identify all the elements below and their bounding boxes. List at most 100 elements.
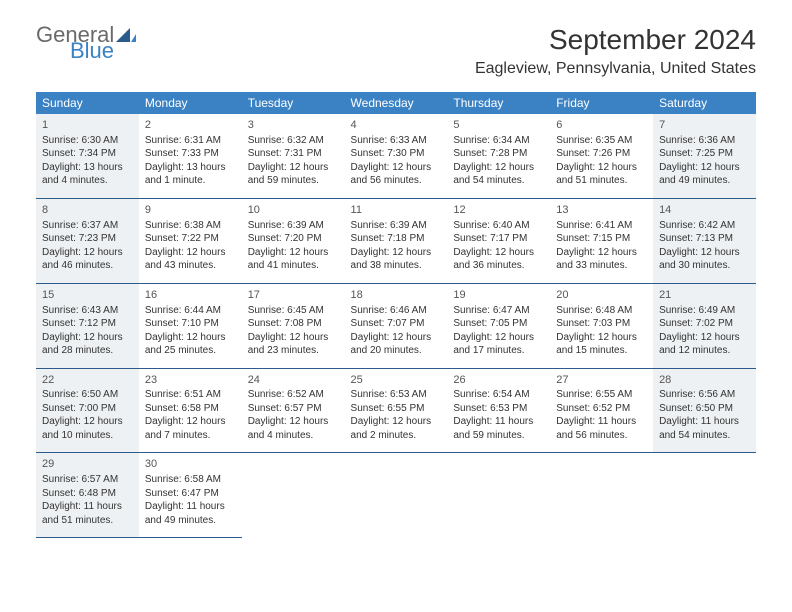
daylight-text: and 12 minutes.: [659, 344, 750, 358]
day-number: 8: [42, 203, 133, 218]
daylight-text: and 4 minutes.: [248, 429, 339, 443]
sunset-text: Sunset: 7:28 PM: [453, 147, 544, 161]
day-number: 24: [248, 373, 339, 388]
sunset-text: Sunset: 7:00 PM: [42, 402, 133, 416]
day-cell: 16Sunrise: 6:44 AMSunset: 7:10 PMDayligh…: [139, 283, 242, 368]
sunrise-text: Sunrise: 6:46 AM: [351, 304, 442, 318]
daylight-text: Daylight: 13 hours: [42, 161, 133, 175]
day-number: 29: [42, 457, 133, 472]
daylight-text: and 54 minutes.: [453, 174, 544, 188]
sunset-text: Sunset: 6:47 PM: [145, 487, 236, 501]
daylight-text: Daylight: 12 hours: [248, 331, 339, 345]
sunset-text: Sunset: 7:08 PM: [248, 317, 339, 331]
sunrise-text: Sunrise: 6:39 AM: [248, 219, 339, 233]
sunset-text: Sunset: 6:55 PM: [351, 402, 442, 416]
daylight-text: Daylight: 11 hours: [145, 500, 236, 514]
day-number: 4: [351, 118, 442, 133]
daylight-text: and 2 minutes.: [351, 429, 442, 443]
sunrise-text: Sunrise: 6:55 AM: [556, 388, 647, 402]
sunset-text: Sunset: 7:23 PM: [42, 232, 133, 246]
sunrise-text: Sunrise: 6:33 AM: [351, 134, 442, 148]
day-cell: 19Sunrise: 6:47 AMSunset: 7:05 PMDayligh…: [447, 283, 550, 368]
title-block: September 2024 Eagleview, Pennsylvania, …: [475, 24, 756, 78]
week-row: 1Sunrise: 6:30 AMSunset: 7:34 PMDaylight…: [36, 114, 756, 198]
daylight-text: and 51 minutes.: [556, 174, 647, 188]
daylight-text: and 49 minutes.: [659, 174, 750, 188]
week-row: 29Sunrise: 6:57 AMSunset: 6:48 PMDayligh…: [36, 453, 756, 538]
sunset-text: Sunset: 7:31 PM: [248, 147, 339, 161]
sunset-text: Sunset: 7:05 PM: [453, 317, 544, 331]
day-number: 20: [556, 288, 647, 303]
sunset-text: Sunset: 7:10 PM: [145, 317, 236, 331]
daylight-text: and 20 minutes.: [351, 344, 442, 358]
day-cell: 18Sunrise: 6:46 AMSunset: 7:07 PMDayligh…: [345, 283, 448, 368]
daylight-text: Daylight: 13 hours: [145, 161, 236, 175]
sunrise-text: Sunrise: 6:56 AM: [659, 388, 750, 402]
daylight-text: and 10 minutes.: [42, 429, 133, 443]
sunrise-text: Sunrise: 6:45 AM: [248, 304, 339, 318]
day-cell: 30Sunrise: 6:58 AMSunset: 6:47 PMDayligh…: [139, 453, 242, 538]
day-number: 3: [248, 118, 339, 133]
daylight-text: and 38 minutes.: [351, 259, 442, 273]
week-row: 8Sunrise: 6:37 AMSunset: 7:23 PM Daylight…: [36, 198, 756, 283]
day-number: 15: [42, 288, 133, 303]
daylight-text: Daylight: 12 hours: [42, 331, 133, 345]
month-title: September 2024: [475, 24, 756, 56]
day-number: 7: [659, 118, 750, 133]
sunrise-text: Sunrise: 6:32 AM: [248, 134, 339, 148]
daylight-text: Daylight: 12 hours: [659, 331, 750, 345]
sunrise-text: Sunrise: 6:57 AM: [42, 473, 133, 487]
weekday-header: Thursday: [447, 92, 550, 114]
daylight-text: and 54 minutes.: [659, 429, 750, 443]
day-cell: 22Sunrise: 6:50 AMSunset: 7:00 PMDayligh…: [36, 368, 139, 453]
sunset-text: Sunset: 7:17 PM: [453, 232, 544, 246]
weekday-header: Monday: [139, 92, 242, 114]
sunset-text: Sunset: 7:25 PM: [659, 147, 750, 161]
daylight-text: Daylight: 12 hours: [351, 331, 442, 345]
week-row: 22Sunrise: 6:50 AMSunset: 7:00 PMDayligh…: [36, 368, 756, 453]
day-number: 1: [42, 118, 133, 133]
sunrise-text: Sunrise: 6:37 AM: [42, 219, 133, 233]
day-cell: 12Sunrise: 6:40 AMSunset: 7:17 PMDayligh…: [447, 198, 550, 283]
daylight-text: Daylight: 11 hours: [453, 415, 544, 429]
day-cell: 24Sunrise: 6:52 AMSunset: 6:57 PMDayligh…: [242, 368, 345, 453]
daylight-text: Daylight: 12 hours: [453, 161, 544, 175]
weekday-header: Friday: [550, 92, 653, 114]
weekday-header: Wednesday: [345, 92, 448, 114]
daylight-text: and 46 minutes.: [42, 259, 133, 273]
day-cell: 3Sunrise: 6:32 AMSunset: 7:31 PMDaylight…: [242, 114, 345, 198]
daylight-text: Daylight: 12 hours: [556, 246, 647, 260]
sunrise-text: Sunrise: 6:51 AM: [145, 388, 236, 402]
location-text: Eagleview, Pennsylvania, United States: [475, 60, 756, 78]
sunset-text: Sunset: 7:26 PM: [556, 147, 647, 161]
sunset-text: Sunset: 6:58 PM: [145, 402, 236, 416]
day-cell: 5Sunrise: 6:34 AMSunset: 7:28 PMDaylight…: [447, 114, 550, 198]
day-number: 14: [659, 203, 750, 218]
sunrise-text: Sunrise: 6:44 AM: [145, 304, 236, 318]
daylight-text: Daylight: 12 hours: [42, 415, 133, 429]
day-cell: [447, 453, 550, 538]
day-number: 27: [556, 373, 647, 388]
daylight-text: Daylight: 12 hours: [145, 331, 236, 345]
daylight-text: and 59 minutes.: [453, 429, 544, 443]
daylight-text: Daylight: 12 hours: [351, 246, 442, 260]
day-cell: 28Sunrise: 6:56 AMSunset: 6:50 PMDayligh…: [653, 368, 756, 453]
daylight-text: Daylight: 11 hours: [556, 415, 647, 429]
calendar-table: SundayMondayTuesdayWednesdayThursdayFrid…: [36, 92, 756, 538]
logo: General Blue: [36, 24, 136, 62]
week-row: 15Sunrise: 6:43 AMSunset: 7:12 PMDayligh…: [36, 283, 756, 368]
sunrise-text: Sunrise: 6:53 AM: [351, 388, 442, 402]
daylight-text: Daylight: 12 hours: [659, 246, 750, 260]
daylight-text: and 56 minutes.: [351, 174, 442, 188]
sunset-text: Sunset: 7:34 PM: [42, 147, 133, 161]
sunrise-text: Sunrise: 6:35 AM: [556, 134, 647, 148]
sunset-text: Sunset: 6:50 PM: [659, 402, 750, 416]
day-number: 17: [248, 288, 339, 303]
day-cell: [550, 453, 653, 538]
daylight-text: Daylight: 12 hours: [248, 415, 339, 429]
daylight-text: and 30 minutes.: [659, 259, 750, 273]
daylight-text: Daylight: 12 hours: [351, 161, 442, 175]
sunrise-text: Sunrise: 6:40 AM: [453, 219, 544, 233]
day-number: 21: [659, 288, 750, 303]
day-cell: 27Sunrise: 6:55 AMSunset: 6:52 PMDayligh…: [550, 368, 653, 453]
